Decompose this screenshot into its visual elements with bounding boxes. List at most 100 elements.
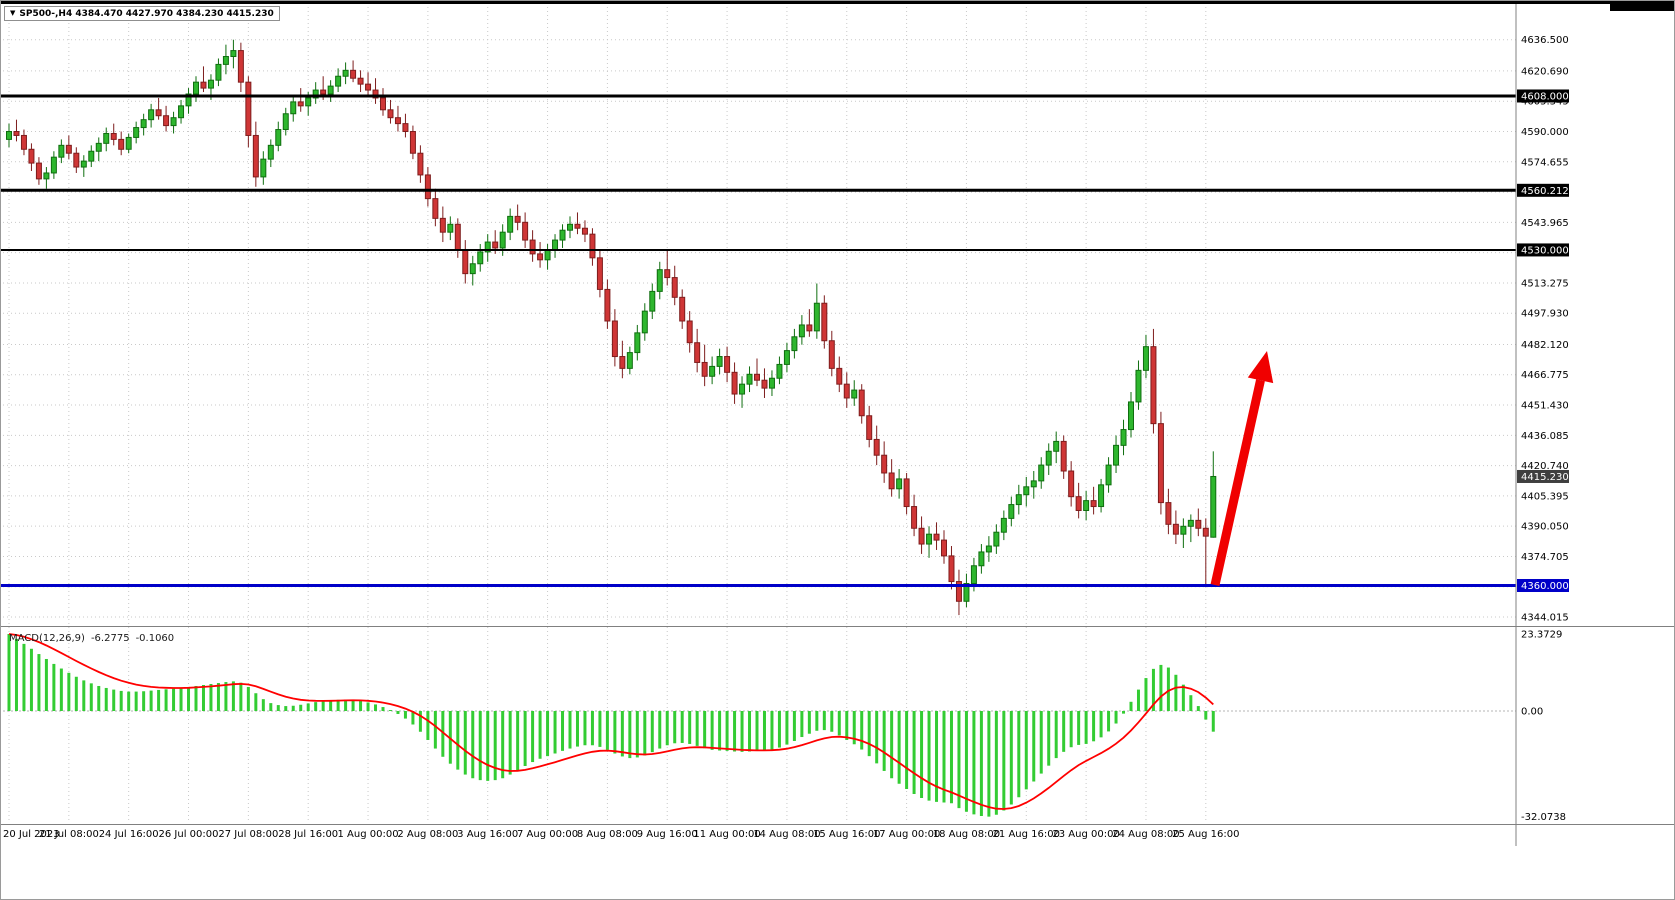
candle-body xyxy=(1120,429,1127,446)
candle-body xyxy=(282,113,289,131)
time-tick-label: 24 Aug 08:00 xyxy=(1112,829,1179,840)
candle-body xyxy=(20,134,27,150)
time-tick-label: 20 Jul 2023 xyxy=(3,829,60,840)
macd-axis-labels: 23.3729 0.00 -32.0738 xyxy=(1521,630,1566,824)
candle-body xyxy=(619,356,626,369)
candle-body xyxy=(1068,470,1075,498)
candle-body xyxy=(133,127,140,138)
price-tick-label: 4636.500 xyxy=(1521,35,1569,46)
candle-body xyxy=(73,152,80,168)
time-tick-label: 21 Aug 16:00 xyxy=(993,829,1060,840)
candle-body xyxy=(686,320,693,344)
horizontal-gridlines xyxy=(3,39,1516,618)
symbol-ohlc-text: SP500-,H4 4384.470 4427.970 4384.230 441… xyxy=(19,8,274,19)
candle-body xyxy=(948,555,955,583)
candle-body xyxy=(746,373,753,385)
candle-body xyxy=(791,336,798,352)
candle-body xyxy=(768,377,775,389)
time-tick-label: 7 Aug 00:00 xyxy=(517,829,578,840)
time-tick-label: 23 Aug 00:00 xyxy=(1052,829,1119,840)
candle-body xyxy=(1172,523,1179,535)
time-tick-label: 21 Jul 08:00 xyxy=(39,829,99,840)
candle-body xyxy=(1023,486,1030,496)
candle-body xyxy=(903,478,910,508)
candle-body xyxy=(1015,494,1022,506)
candle-body xyxy=(798,324,805,338)
candle-body xyxy=(125,136,132,150)
candle-body xyxy=(88,150,95,162)
candle-body xyxy=(529,239,536,255)
candle-body xyxy=(193,81,199,95)
candle-body xyxy=(1090,500,1097,508)
candle-body xyxy=(1113,444,1120,466)
candle-body xyxy=(828,340,835,369)
candle-body xyxy=(170,117,177,127)
candle-body xyxy=(1045,450,1052,466)
candle-body xyxy=(267,144,274,160)
candle-body xyxy=(656,269,663,292)
candle-body xyxy=(701,361,708,377)
candle-body xyxy=(611,320,618,358)
price-tick-label: 4574.655 xyxy=(1521,157,1569,168)
window-corner-strip xyxy=(1610,1,1674,11)
candle-body xyxy=(6,131,12,140)
candle-body xyxy=(754,373,760,381)
price-tick-label: 4344.015 xyxy=(1521,613,1569,624)
macd-signal-line xyxy=(8,633,1214,810)
time-tick-label: 9 Aug 16:00 xyxy=(637,829,698,840)
candle-body xyxy=(1187,519,1194,527)
price-tick-label: 4513.275 xyxy=(1521,278,1569,289)
candle-body xyxy=(1195,519,1202,529)
time-tick-label: 17 Aug 00:00 xyxy=(873,829,940,840)
candle-body xyxy=(409,131,416,154)
candle-body xyxy=(522,221,529,241)
candle-body xyxy=(335,75,342,87)
time-tick-label: 25 Aug 16:00 xyxy=(1172,829,1239,840)
candle-body xyxy=(1053,440,1060,452)
trend-arrow-head xyxy=(1247,351,1274,384)
trend-arrow[interactable] xyxy=(1210,351,1274,586)
time-tick-label: 11 Aug 00:00 xyxy=(693,829,760,840)
candle-body xyxy=(664,269,671,279)
candle-body xyxy=(843,383,850,399)
macd-axis-label: 23.3729 xyxy=(1521,630,1562,641)
candle-body xyxy=(1083,500,1090,511)
time-tick-label: 8 Aug 08:00 xyxy=(577,829,638,840)
price-tick-label: 4420.740 xyxy=(1521,461,1569,472)
candle-body xyxy=(933,533,940,541)
candle-body xyxy=(35,162,42,180)
macd-value: -6.2775 xyxy=(90,633,130,644)
current-price-label: 4415.230 xyxy=(1521,472,1569,483)
candle-body xyxy=(626,352,633,369)
candle-body xyxy=(574,223,581,229)
macd-name: MACD(12,26,9) xyxy=(9,633,85,644)
candle-body xyxy=(80,160,87,168)
line-price-label-bg xyxy=(1517,243,1569,257)
candle-body xyxy=(50,156,57,174)
candle-body xyxy=(694,342,701,363)
candle-body xyxy=(178,105,185,119)
macd-signal-value: -0.1060 xyxy=(135,633,175,644)
symbol-info-box: ▼ SP500-,H4 4384.470 4427.970 4384.230 4… xyxy=(4,6,280,21)
symbol-dropdown-icon[interactable]: ▼ xyxy=(10,9,16,17)
candle-body xyxy=(1060,440,1067,472)
candle-body xyxy=(821,302,828,342)
candle-body xyxy=(342,69,349,77)
candle-body xyxy=(873,438,880,456)
candle-body xyxy=(350,69,357,79)
price-tick-label: 4482.120 xyxy=(1521,340,1569,351)
candle-body xyxy=(1038,464,1045,482)
candle-body xyxy=(716,356,723,367)
candle-body xyxy=(709,365,716,377)
time-tick-label: 28 Jul 16:00 xyxy=(278,829,338,840)
candle-body xyxy=(372,89,379,99)
line-price-label: 4530.000 xyxy=(1521,245,1569,256)
line-price-label-bg xyxy=(1517,183,1569,197)
candle-body xyxy=(1157,423,1164,504)
candle-body xyxy=(327,85,334,95)
candle-body xyxy=(1105,464,1112,486)
candle-body xyxy=(252,134,259,178)
candle-body xyxy=(58,144,65,158)
